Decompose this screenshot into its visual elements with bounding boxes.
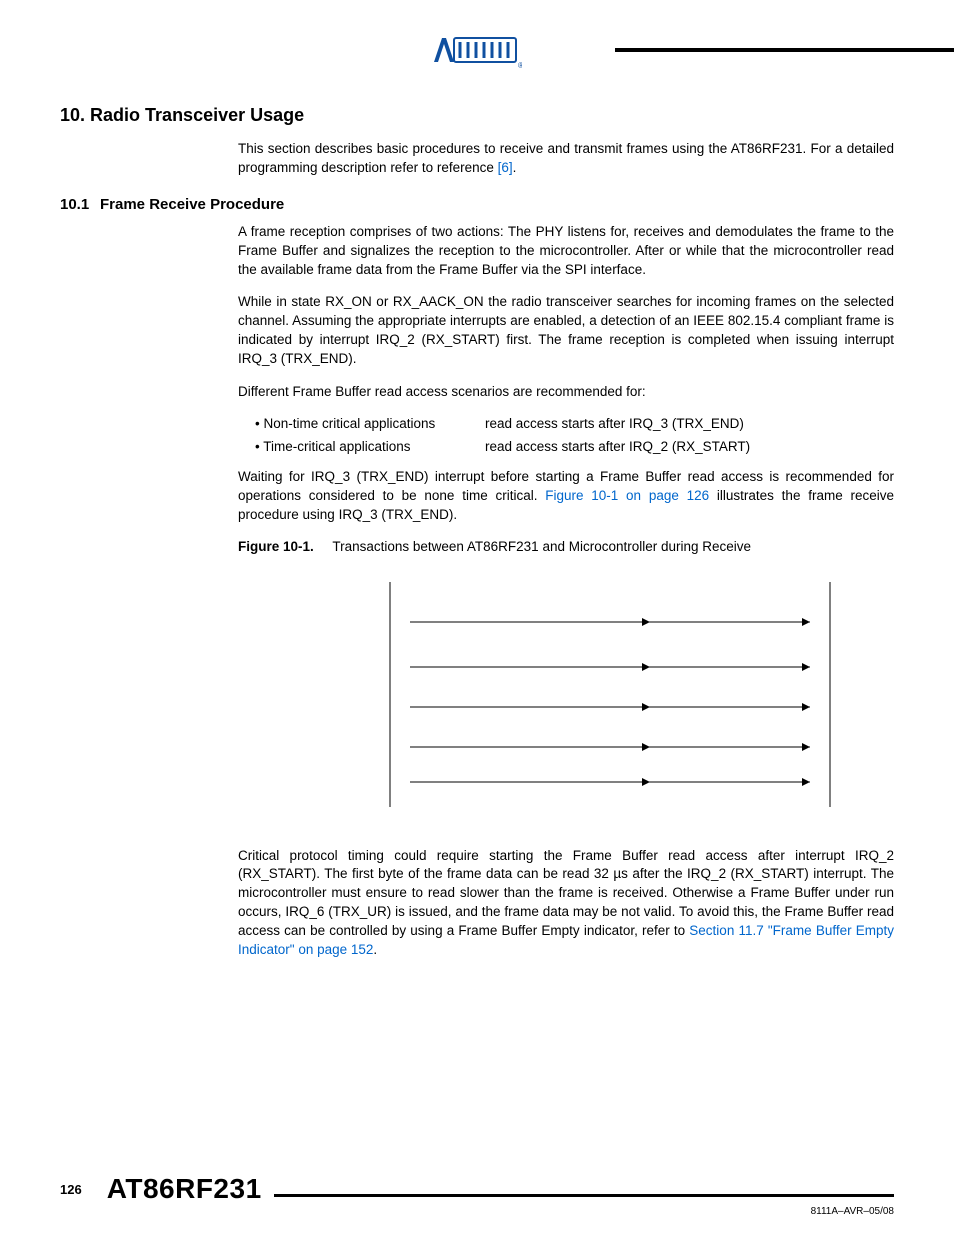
product-name: AT86RF231 — [107, 1173, 262, 1205]
figure-caption-text: Transactions between AT86RF231 and Micro… — [332, 539, 751, 554]
bullet-item: • Time-critical applications read access… — [255, 439, 894, 454]
footer-rule — [274, 1194, 894, 1197]
bullet-item: • Non-time critical applications read ac… — [255, 416, 894, 431]
svg-text:®: ® — [518, 61, 522, 70]
sequence-diagram — [350, 572, 894, 817]
bullet-desc: read access starts after IRQ_2 (RX_START… — [485, 439, 894, 454]
paragraph-4: Waiting for IRQ_3 (TRX_END) interrupt be… — [238, 468, 894, 525]
bullet-label: • Non-time critical applications — [255, 416, 485, 431]
subsection-title-text: Frame Receive Procedure — [100, 196, 284, 213]
figure-label: Figure 10-1. — [238, 539, 314, 554]
page-header: ® — [60, 30, 894, 70]
section-heading: 10. Radio Transceiver Usage — [60, 105, 894, 126]
subsection-heading: 10.1 Frame Receive Procedure — [60, 196, 894, 213]
bullet-label: • Time-critical applications — [255, 439, 485, 454]
page-footer: 126 AT86RF231 8111A–AVR–05/08 — [60, 1173, 894, 1205]
reference-link[interactable]: [6] — [498, 160, 513, 175]
section-title-text: Radio Transceiver Usage — [90, 105, 304, 125]
paragraph-3: Different Frame Buffer read access scena… — [238, 383, 894, 402]
header-rule — [615, 48, 954, 52]
figure-caption: Figure 10-1. Transactions between AT86RF… — [238, 539, 894, 554]
document-id: 8111A–AVR–05/08 — [811, 1206, 894, 1217]
paragraph-2: While in state RX_ON or RX_AACK_ON the r… — [238, 293, 894, 369]
page-number: 126 — [60, 1182, 82, 1197]
bullet-desc: read access starts after IRQ_3 (TRX_END) — [485, 416, 894, 431]
figure-link[interactable]: Figure 10-1 on page 126 — [545, 488, 709, 503]
paragraph-1: A frame reception comprises of two actio… — [238, 223, 894, 280]
atmel-logo: ® — [432, 30, 522, 70]
bullet-list: • Non-time critical applications read ac… — [255, 416, 894, 454]
section-intro: This section describes basic procedures … — [238, 140, 894, 178]
paragraph-5: Critical protocol timing could require s… — [238, 847, 894, 960]
subsection-number: 10.1 — [60, 196, 100, 213]
section-number: 10. — [60, 105, 85, 125]
